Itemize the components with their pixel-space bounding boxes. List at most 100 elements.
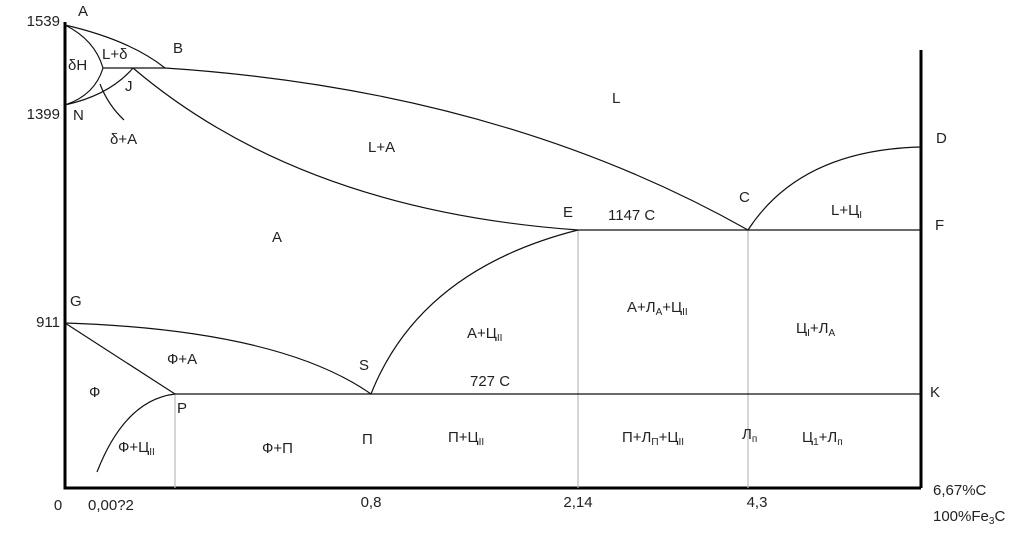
region-label: А [272,229,282,246]
label-part: 4,3 [747,494,768,511]
x-label: 0,00?2 [88,497,134,514]
subscript: п [752,434,757,445]
label-part: L+δ [102,46,127,63]
temperature-label: 1147 С [608,207,655,224]
region-label: L [612,90,620,107]
label-part: +Ц [662,299,682,316]
point-label: G [70,293,82,310]
label-part: 100%Fe [933,508,989,525]
label-part: П+Ц [448,429,479,446]
label-part: +Ц [659,429,679,446]
pointer [99,83,125,121]
y-label: 1399 [27,106,60,123]
line-nj [64,67,134,106]
region-label: Ц1+Лп [802,429,843,448]
region-label: П+ЛП+ЦII [622,429,684,448]
y-label: 1539 [27,13,60,30]
label-part: 0 [54,497,62,514]
subscript: I [807,328,810,339]
region-label: Ф [89,384,100,401]
region-label: ЦI+ЛА [796,320,836,339]
label-part: А+Ц [467,325,497,342]
label-part: +Л [810,320,829,337]
point-label: K [930,384,940,401]
label-part: 6,67%С [933,482,987,499]
label-part: А+Л [627,299,656,316]
point-label: N [73,107,84,124]
point-label: C [739,189,750,206]
line-bc [164,67,749,231]
line-es [370,229,579,395]
region-label: δ+А [110,131,137,148]
region-label: Ф+А [167,351,197,368]
line-pq [96,393,176,473]
label-part: Ф [89,384,100,401]
subscript: II [682,307,688,318]
label-part: Ф+П [262,440,293,457]
subscript: I [859,210,862,221]
point-label: B [173,40,183,57]
label-part: 0,8 [361,494,382,511]
subscript: II [497,333,503,344]
y-label: 911 [36,314,60,331]
region-label: П+ЦII [448,429,484,448]
line-hn [64,67,104,106]
x-label: 0 [54,497,62,514]
region-label: Лп [742,426,757,445]
label-part: δH [68,57,87,74]
subscript: П [651,437,658,448]
x-label: 6,67%С [933,482,987,499]
subscript: II [479,437,485,448]
label-part: П+Л [622,429,651,446]
region-label: L+ЦI [831,202,862,221]
subscript: II [678,437,684,448]
label-part: L+Ц [831,202,859,219]
point-label: S [359,357,369,374]
label-part: δ+А [110,131,137,148]
subscript: А [829,328,836,339]
region-label: δH [68,57,87,74]
point-label: P [177,400,187,417]
line-ah [64,24,104,69]
x-label: 0,8 [361,494,382,511]
label-part: 0,00?2 [88,497,134,514]
line-gp [64,322,176,395]
line-cd [747,146,922,231]
label-part: C [994,508,1005,525]
temperature-label: 727 С [470,373,510,390]
label-part: Ц [802,429,813,446]
x-label: 100%Fe3C [933,508,1005,527]
subscript: 1 [813,437,819,448]
label-part: Ц [796,320,807,337]
label-part: Л [742,426,752,443]
region-label: А+ЦII [467,325,502,344]
point-label: J [125,78,133,95]
point-label: A [78,3,88,20]
line-gs [64,322,372,395]
region-label: Ф+ЦII [118,439,155,458]
label-part: +Л [819,429,838,446]
label-part: L+А [368,139,395,156]
label-part: П [362,431,373,448]
labels: ABNJGSPECDFKL+δδHδ+АLL+ААL+ЦIФ+АА+ЦIIА+Л… [27,3,1006,527]
region-label: А+ЛА+ЦII [627,299,688,318]
point-label: F [935,217,944,234]
subscript: п [837,437,842,448]
region-label: П [362,431,373,448]
region-label: Ф+П [262,440,293,457]
subscript: 3 [989,516,995,527]
label-part: 2,14 [563,494,592,511]
phase-lines [64,24,922,473]
point-label: E [563,204,573,221]
x-label: 4,3 [747,494,768,511]
label-part: L [612,90,620,107]
label-part: Ф+А [167,351,197,368]
x-label: 2,14 [563,494,592,511]
point-label: D [936,130,947,147]
region-label: L+А [368,139,395,156]
line-je [132,67,579,231]
line-ab [64,24,166,69]
label-part: Ф+Ц [118,439,149,456]
